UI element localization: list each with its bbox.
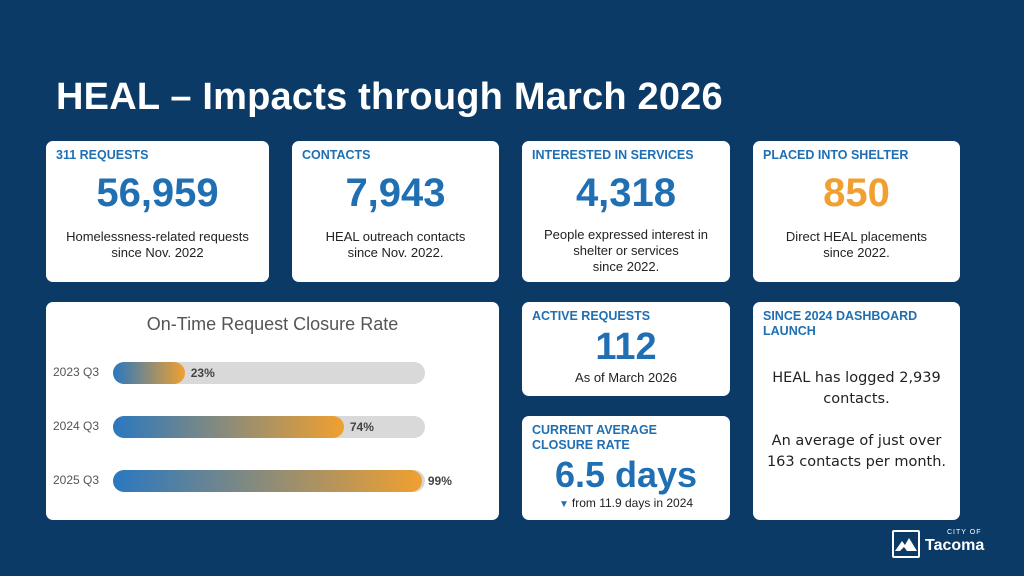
- contacts-card: CONTACTS 7,943 HEAL outreach contacts si…: [292, 141, 499, 282]
- active-requests-label: ACTIVE REQUESTS: [532, 309, 651, 323]
- bar: [113, 416, 344, 438]
- down-triangle-icon: ▼: [558, 499, 569, 510]
- since-launch-card: SINCE 2024 DASHBOARD LAUNCH HEAL has log…: [753, 302, 960, 520]
- closure-rate-label: CURRENT AVERAGE CLOSURE RATE: [532, 423, 658, 452]
- since-launch-text: HEAL has logged 2,939 contacts. An avera…: [766, 370, 947, 470]
- bar-track: 99%: [113, 470, 452, 492]
- shelter-label: PLACED INTO SHELTER: [763, 148, 909, 162]
- interested-label: INTERESTED IN SERVICES: [532, 148, 694, 162]
- requests-desc: Homelessness-related requests since Nov.…: [66, 229, 249, 260]
- tacoma-mountain-icon: [892, 530, 920, 558]
- bar: [113, 470, 422, 492]
- closure-rate-delta: ▼ from 11.9 days in 2024: [558, 496, 694, 510]
- contacts-label: CONTACTS: [302, 148, 371, 162]
- bar-row: 2023 Q3 23%: [46, 362, 499, 384]
- interested-card: INTERESTED IN SERVICES 4,318 People expr…: [522, 141, 730, 282]
- shelter-card: PLACED INTO SHELTER 850 Direct HEAL plac…: [753, 141, 960, 282]
- shelter-desc: Direct HEAL placements since 2022.: [785, 229, 928, 260]
- bar-category-label: 2023 Q3: [53, 365, 100, 379]
- page-title: HEAL – Impacts through March 2026: [56, 76, 723, 118]
- bar-row: 2024 Q3 74%: [46, 416, 499, 438]
- bar-category-label: 2025 Q3: [53, 473, 100, 487]
- interested-desc: People expressed interest in shelter or …: [543, 227, 709, 274]
- logo-name: Tacoma: [925, 537, 985, 554]
- closure-rate-value: 6.5 days: [554, 454, 698, 495]
- closure-rate-card: CURRENT AVERAGE CLOSURE RATE 6.5 days ▼ f…: [522, 416, 730, 520]
- requests-value: 56,959: [96, 171, 219, 215]
- contacts-desc: HEAL outreach contacts since Nov. 2022.: [325, 229, 466, 260]
- active-requests-value: 112: [595, 326, 657, 368]
- chart-title: On-Time Request Closure Rate: [146, 314, 399, 334]
- bar-value-label: 99%: [427, 474, 452, 488]
- closure-rate-chart: On-Time Request Closure Rate 2023 Q3 23% 2…: [46, 302, 499, 520]
- contacts-value: 7,943: [345, 171, 446, 215]
- bar-track: 23%: [113, 362, 425, 384]
- bar-track: 74%: [113, 416, 425, 438]
- bar-value-label: 23%: [190, 366, 215, 380]
- logo-city-of: CITY OF: [947, 529, 982, 536]
- shelter-value: 850: [823, 171, 890, 215]
- active-requests-card: ACTIVE REQUESTS 112 As of March 2026: [522, 302, 730, 396]
- bar: [113, 362, 185, 384]
- bar-row: 2025 Q3 99%: [46, 470, 499, 492]
- city-of-tacoma-logo: CITY OF Tacoma: [892, 528, 1002, 560]
- since-launch-label: SINCE 2024 DASHBOARD LAUNCH: [763, 309, 918, 338]
- bar-value-label: 74%: [349, 420, 374, 434]
- bar-category-label: 2024 Q3: [53, 419, 100, 433]
- requests-label: 311 REQUESTS: [56, 148, 149, 162]
- requests-card: 311 REQUESTS 56,959 Homelessness-related…: [46, 141, 269, 282]
- interested-value: 4,318: [575, 171, 677, 215]
- active-requests-desc: As of March 2026: [575, 370, 677, 385]
